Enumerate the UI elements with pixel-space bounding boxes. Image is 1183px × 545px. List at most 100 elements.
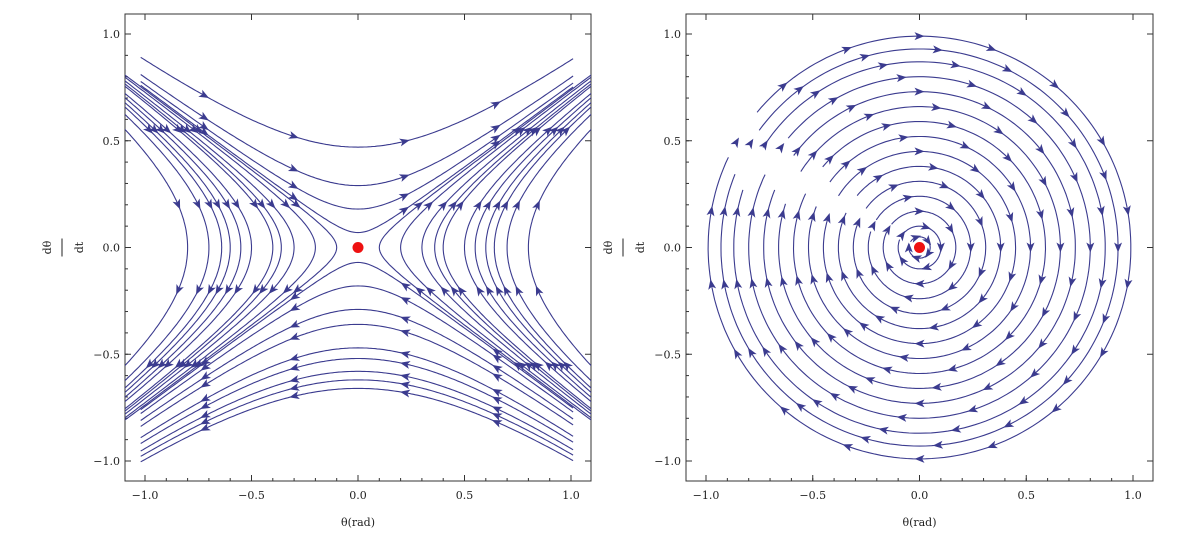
streamlines <box>706 32 1133 463</box>
right-phase-portrait: −1.0 −0.5 0.0 0.5 1.0 −1.0 −0.5 0.0 0.5 1.0 θ(rad)… <box>602 13 1154 529</box>
stream-arrow <box>268 283 279 294</box>
stream-arrow <box>931 103 942 111</box>
stream-arrow <box>198 89 210 99</box>
stream-arrow <box>1038 338 1048 349</box>
stream-arrow <box>706 205 715 217</box>
stream-arrow <box>532 200 540 211</box>
stream-arrow <box>145 358 156 369</box>
stream-arrow <box>399 138 410 147</box>
stream-arrow <box>978 293 988 304</box>
stream-arrow <box>945 201 956 211</box>
stream-arrow <box>400 282 412 292</box>
stream-arrow <box>1086 242 1095 253</box>
streamline <box>506 113 591 382</box>
stream-arrow <box>1096 205 1105 217</box>
stream-arrow <box>889 306 901 315</box>
streamline <box>125 85 274 410</box>
stream-arrow <box>840 160 851 170</box>
stream-arrow <box>437 201 448 212</box>
stream-arrow <box>914 32 925 41</box>
stream-arrow <box>778 343 788 355</box>
streamline <box>125 83 282 412</box>
stream-arrow <box>744 138 754 150</box>
streamline <box>442 85 591 410</box>
stream-arrow <box>1018 395 1030 405</box>
stream-arrow <box>969 163 981 173</box>
x-tick-label: 0.0 <box>911 489 929 502</box>
x-axis-label: θ(rad) <box>341 516 375 529</box>
stream-arrow <box>450 286 461 297</box>
stream-arrow <box>172 123 183 134</box>
stream-arrow <box>914 279 925 288</box>
stream-arrow <box>554 126 565 137</box>
stream-arrow <box>1010 301 1019 312</box>
y-tick-label: 0.0 <box>664 242 682 255</box>
stream-arrow <box>290 198 301 208</box>
stream-arrow <box>1001 63 1013 72</box>
stream-arrow <box>1099 169 1107 181</box>
stream-arrow <box>1048 79 1060 89</box>
stream-arrow <box>399 361 411 369</box>
stream-arrow <box>903 294 914 303</box>
stream-arrow <box>482 200 492 212</box>
stream-arrow <box>492 364 503 374</box>
stream-arrow <box>932 45 943 54</box>
stream-arrow <box>187 123 199 134</box>
stream-arrow <box>200 361 212 371</box>
stream-arrow <box>852 217 861 229</box>
stream-arrow <box>966 79 978 88</box>
y-tick-label: −1.0 <box>93 455 120 468</box>
stream-arrow <box>288 131 299 139</box>
stream-arrow <box>148 123 159 134</box>
stream-arrow <box>775 143 785 154</box>
streamline <box>125 76 316 419</box>
stream-arrow <box>863 113 875 122</box>
stream-arrow <box>947 364 958 372</box>
stream-arrow <box>535 285 544 297</box>
stream-arrow <box>829 392 841 402</box>
stream-arrow <box>289 363 301 371</box>
stream-arrow <box>230 198 240 210</box>
stream-arrow <box>777 208 786 220</box>
stream-arrow <box>457 286 467 297</box>
stream-arrow <box>211 198 221 210</box>
streamline <box>463 92 591 403</box>
streamline <box>867 195 972 300</box>
stream-arrow <box>289 302 301 312</box>
stream-arrow <box>812 399 823 409</box>
stream-arrow <box>877 62 889 71</box>
stream-arrow <box>762 346 772 358</box>
stream-arrow <box>1098 278 1107 289</box>
stream-arrow <box>961 342 972 351</box>
streamline <box>493 106 591 389</box>
stream-arrow <box>859 54 870 62</box>
stream-arrow <box>872 174 884 184</box>
stream-arrow <box>521 126 533 137</box>
stream-arrow <box>896 230 906 242</box>
streamline <box>140 308 574 421</box>
stream-arrow <box>255 198 266 209</box>
stream-arrow <box>885 261 895 272</box>
streamline <box>763 91 1076 404</box>
streamline <box>125 128 189 367</box>
x-axis-label: θ(rad) <box>902 516 936 529</box>
stream-arrow <box>1041 306 1051 318</box>
stream-arrow <box>841 46 852 55</box>
stream-arrow <box>1068 276 1077 288</box>
streamline <box>140 56 574 148</box>
stream-arrow <box>290 291 301 301</box>
stream-arrow <box>793 86 804 96</box>
stream-arrow <box>928 322 940 331</box>
stream-arrow <box>978 266 987 278</box>
stream-arrow <box>809 90 821 100</box>
stream-arrow <box>190 358 201 368</box>
stream-arrow <box>938 180 950 189</box>
stream-arrow <box>282 283 293 294</box>
stream-arrow <box>1114 242 1123 253</box>
stream-arrow <box>154 123 166 134</box>
stream-arrow <box>200 416 211 425</box>
stream-arrow <box>259 283 269 295</box>
stream-arrow <box>198 111 209 121</box>
stream-arrow <box>827 97 839 106</box>
streamline <box>140 370 574 452</box>
